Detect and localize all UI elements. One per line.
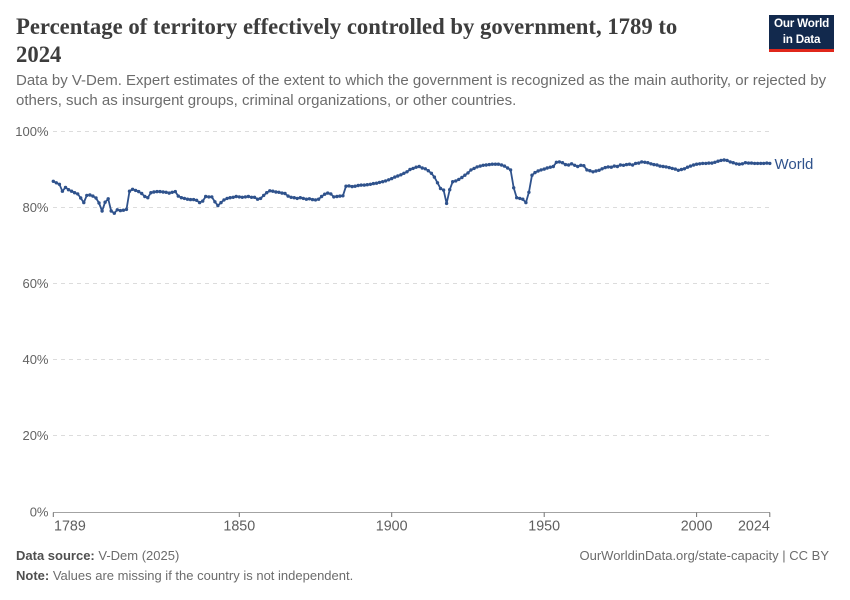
svg-text:2024: 2024 [738, 519, 770, 535]
svg-text:1950: 1950 [528, 519, 560, 535]
svg-text:1900: 1900 [376, 519, 408, 535]
svg-text:1789: 1789 [54, 519, 86, 535]
svg-text:20%: 20% [22, 428, 48, 443]
svg-text:1850: 1850 [223, 519, 255, 535]
svg-text:60%: 60% [22, 276, 48, 291]
svg-text:2000: 2000 [681, 519, 713, 535]
svg-text:0%: 0% [30, 505, 49, 520]
svg-text:100%: 100% [15, 124, 49, 139]
svg-text:40%: 40% [22, 352, 48, 367]
svg-text:80%: 80% [22, 200, 48, 215]
